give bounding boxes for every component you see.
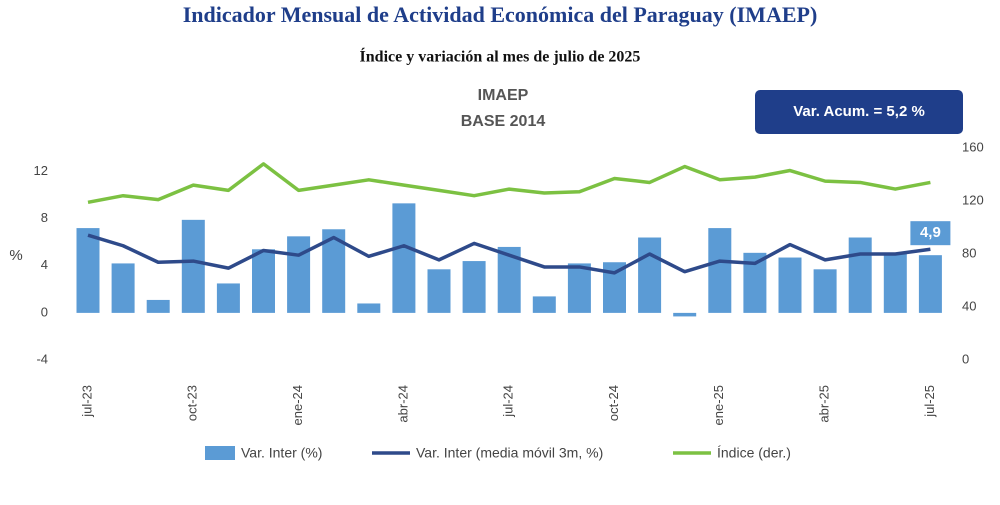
bar [252,249,275,313]
bar [918,255,942,313]
y-tick-label: -4 [36,351,48,366]
legend-swatch [205,446,235,460]
y-tick-label: 8 [41,210,48,225]
x-tick-label: oct-24 [606,385,621,421]
bar [462,261,486,313]
x-tick-label: jul-23 [79,385,94,418]
x-tick-label: oct-23 [185,385,200,421]
bar [708,228,732,313]
y-axis-label: % [9,247,22,264]
bar [216,283,240,313]
legend-label: Var. Inter (media móvil 3m, %) [416,445,603,461]
y-tick-label: 0 [41,304,48,319]
value-label: 4,9 [920,224,941,241]
chart-title: Indicador Mensual de Actividad Económica… [183,2,818,27]
annotation-box [755,90,963,134]
legend-label: Var. Inter (%) [241,445,322,461]
x-tick-label: jul-24 [501,385,516,418]
bar [848,237,872,313]
x-tick-label: ene-25 [711,385,726,425]
bar [603,262,626,313]
bar [146,299,170,313]
line [87,162,931,205]
line [87,233,931,275]
bar [427,269,451,313]
bar [322,229,346,313]
y-tick-label: 12 [34,163,48,178]
y2-tick-label: 80 [962,245,976,260]
bar [673,312,697,317]
y2-tick-label: 160 [962,139,984,154]
y2-tick-label: 40 [962,298,976,313]
bar [357,303,381,313]
bar [638,237,662,313]
x-tick-label: ene-24 [290,385,305,425]
y2-tick-label: 0 [962,351,969,366]
bar [567,263,591,313]
legend-label: Índice (der.) [717,445,791,461]
x-tick-label: abr-24 [395,385,410,423]
bar [392,203,416,313]
bar [813,269,837,313]
value-label-box [910,221,951,246]
x-tick-label: abr-25 [817,385,832,423]
bar [883,254,907,313]
x-tick-label: jul-25 [922,385,937,418]
y-tick-label: 4 [41,257,48,272]
bar [111,263,135,313]
bar [497,246,521,313]
inner-title: IMAEP [478,87,529,104]
bar [287,236,311,313]
y2-tick-label: 120 [962,192,984,207]
bar [532,296,556,313]
bar [778,257,802,313]
bar [76,228,100,313]
chart-subtitle: Índice y variación al mes de julio de 20… [360,47,641,66]
bar [743,252,767,313]
annotation: Var. Acum. = 5,2 % [793,103,925,120]
bar [181,219,205,313]
inner-title: BASE 2014 [461,113,546,130]
